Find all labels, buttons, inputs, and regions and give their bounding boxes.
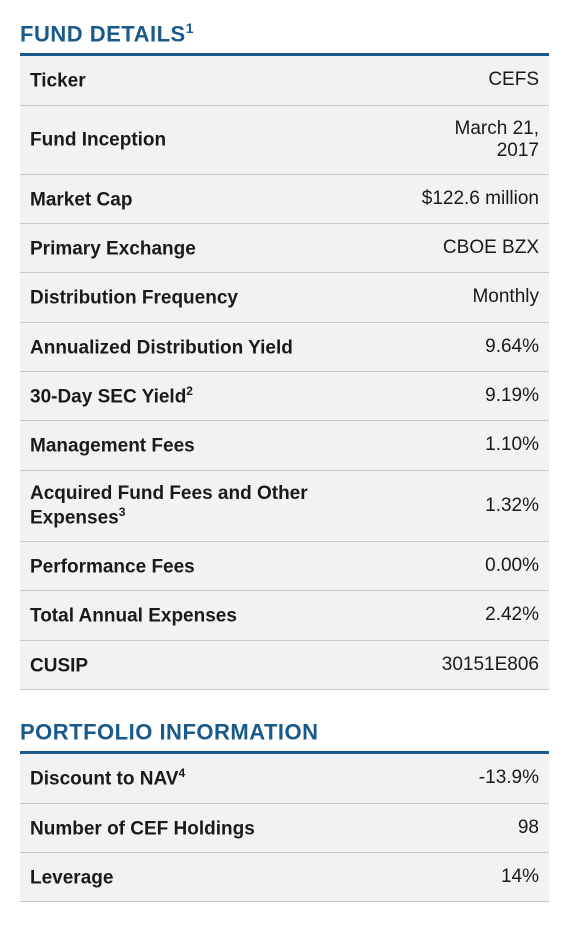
fund-details-heading: FUND DETAILS1 bbox=[20, 20, 549, 47]
row-label: Discount to NAV4 bbox=[20, 753, 418, 803]
table-row: Market Cap $122.6 million bbox=[20, 174, 549, 223]
row-value: 9.19% bbox=[399, 371, 549, 420]
row-value: 0.00% bbox=[399, 541, 549, 590]
row-label: Market Cap bbox=[20, 174, 399, 223]
row-label: CUSIP bbox=[20, 640, 399, 689]
table-row: Primary Exchange CBOE BZX bbox=[20, 223, 549, 272]
table-row: Ticker CEFS bbox=[20, 55, 549, 105]
portfolio-info-heading: PORTFOLIO INFORMATION bbox=[20, 718, 549, 745]
table-row: Management Fees 1.10% bbox=[20, 421, 549, 470]
table-row: CUSIP 30151E806 bbox=[20, 640, 549, 689]
table-row: Acquired Fund Fees and Other Expenses3 1… bbox=[20, 470, 549, 541]
fund-details-title: FUND DETAILS bbox=[20, 21, 186, 46]
row-value: 1.32% bbox=[399, 470, 549, 541]
table-row: Total Annual Expenses 2.42% bbox=[20, 591, 549, 640]
row-label: Leverage bbox=[20, 852, 418, 901]
row-value: Monthly bbox=[399, 273, 549, 322]
row-label: Fund Inception bbox=[20, 105, 399, 174]
row-label: Distribution Frequency bbox=[20, 273, 399, 322]
table-row: Performance Fees 0.00% bbox=[20, 541, 549, 590]
row-value: 30151E806 bbox=[399, 640, 549, 689]
row-value: CBOE BZX bbox=[399, 223, 549, 272]
row-label: Ticker bbox=[20, 55, 399, 105]
row-value: 9.64% bbox=[399, 322, 549, 371]
row-label: Acquired Fund Fees and Other Expenses3 bbox=[20, 470, 399, 541]
table-row: Leverage 14% bbox=[20, 852, 549, 901]
row-label: Total Annual Expenses bbox=[20, 591, 399, 640]
row-value: 98 bbox=[418, 803, 549, 852]
table-row: Fund Inception March 21, 2017 bbox=[20, 105, 549, 174]
row-value: -13.9% bbox=[418, 753, 549, 803]
fund-details-table: Ticker CEFS Fund Inception March 21, 201… bbox=[20, 53, 549, 690]
row-label: Annualized Distribution Yield bbox=[20, 322, 399, 371]
fund-details-title-sup: 1 bbox=[186, 20, 194, 36]
row-value: $122.6 million bbox=[399, 174, 549, 223]
portfolio-info-title: PORTFOLIO INFORMATION bbox=[20, 719, 319, 744]
table-row: Annualized Distribution Yield 9.64% bbox=[20, 322, 549, 371]
row-label: Performance Fees bbox=[20, 541, 399, 590]
row-label: Management Fees bbox=[20, 421, 399, 470]
table-row: Number of CEF Holdings 98 bbox=[20, 803, 549, 852]
portfolio-info-table: Discount to NAV4 -13.9% Number of CEF Ho… bbox=[20, 751, 549, 902]
table-row: Discount to NAV4 -13.9% bbox=[20, 753, 549, 803]
row-value: CEFS bbox=[399, 55, 549, 105]
row-value: March 21, 2017 bbox=[399, 105, 549, 174]
table-row: 30-Day SEC Yield2 9.19% bbox=[20, 371, 549, 420]
row-label: Primary Exchange bbox=[20, 223, 399, 272]
row-value: 14% bbox=[418, 852, 549, 901]
row-label: Number of CEF Holdings bbox=[20, 803, 418, 852]
row-value: 2.42% bbox=[399, 591, 549, 640]
row-value: 1.10% bbox=[399, 421, 549, 470]
table-row: Distribution Frequency Monthly bbox=[20, 273, 549, 322]
row-label: 30-Day SEC Yield2 bbox=[20, 371, 399, 420]
